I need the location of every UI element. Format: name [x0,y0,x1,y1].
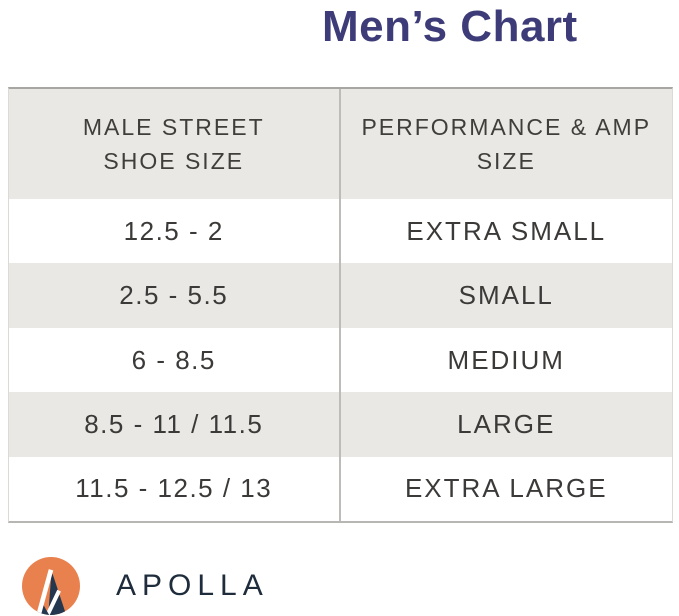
table-row: 11.5 - 12.5 / 13 EXTRA LARGE [9,456,672,522]
header-cell-amp-size: PERFORMANCE & AMP SIZE [341,89,673,199]
header-cell-shoe-size: MALE STREET SHOE SIZE [9,89,341,199]
cell-shoe-size: 2.5 - 5.5 [9,263,341,328]
header-shoe-size-line1: MALE STREET [82,114,265,140]
size-table: MALE STREET SHOE SIZE PERFORMANCE & AMP … [8,87,673,523]
brand-footer: APOLLA [22,557,269,615]
apolla-logo-icon [22,557,80,615]
cell-amp-size: LARGE [457,408,556,439]
cell-shoe-size: 6 - 8.5 [9,327,341,393]
table-row: 6 - 8.5 MEDIUM [9,327,672,393]
page-title: Men’s Chart [322,2,578,51]
header-shoe-size-line2: SHOE SIZE [103,148,245,174]
cell-shoe-size: 8.5 - 11 / 11.5 [9,392,341,457]
cell-shoe-size: 12.5 - 2 [9,199,341,264]
table-row: 8.5 - 11 / 11.5 LARGE [9,392,672,457]
cell-amp-size: EXTRA LARGE [404,473,608,504]
cell-amp-size: MEDIUM [447,344,565,375]
brand-name: APOLLA [116,569,269,602]
table-row: 12.5 - 2 EXTRA SMALL [9,199,672,264]
header-amp-size-line1: PERFORMANCE & AMP [361,114,652,140]
cell-amp-size: EXTRA SMALL [406,215,607,246]
table-header-row: MALE STREET SHOE SIZE PERFORMANCE & AMP … [9,89,672,199]
cell-shoe-size: 11.5 - 12.5 / 13 [9,456,341,522]
cell-amp-size: SMALL [458,280,554,311]
header-amp-size-line2: SIZE [476,148,536,174]
table-row: 2.5 - 5.5 SMALL [9,263,672,328]
